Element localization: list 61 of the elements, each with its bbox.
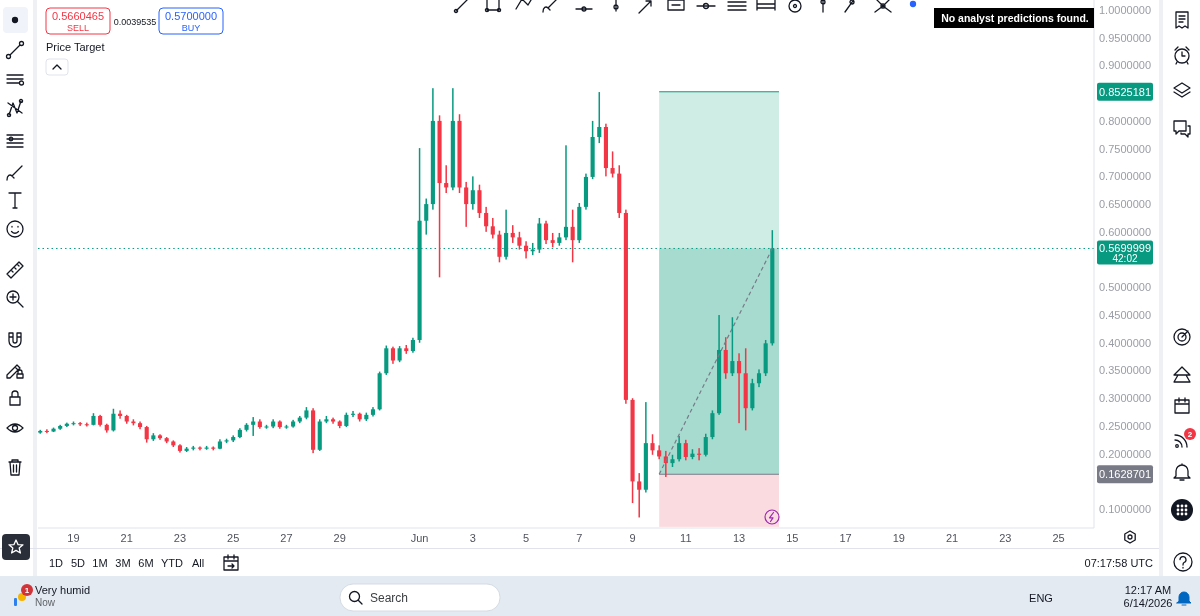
y-tick-label: 1.0000000 <box>1099 3 1151 16</box>
y-tick-label: 0.3500000 <box>1099 364 1151 377</box>
candlestick <box>563 145 569 241</box>
text: Very humid <box>35 584 91 596</box>
annotation: 0.5700000 <box>165 10 217 22</box>
annotation: SELL <box>66 22 90 33</box>
text: Now <box>35 597 56 608</box>
y-tick-label: 0.4500000 <box>1099 309 1151 322</box>
x-tick-label: 21 <box>945 532 959 544</box>
annotation: No analyst predictions found. <box>941 12 1089 24</box>
y-tick-label: 0.6500000 <box>1099 198 1151 211</box>
x-tick-label: 17 <box>839 532 852 544</box>
x-tick-label: 19 <box>892 532 905 544</box>
text: 5D <box>70 557 86 569</box>
text: ENG <box>1029 592 1053 604</box>
annotation: 0.0039535 <box>113 17 157 27</box>
annotation: 0.5660465 <box>52 10 104 22</box>
x-tick-label: 11 <box>680 532 692 544</box>
x-tick-label: 27 <box>280 532 293 544</box>
annotation: Price Target <box>46 41 105 53</box>
text: Search <box>370 591 409 605</box>
ref-line-label: 0.5699999 <box>1099 242 1151 255</box>
y-tick-label: 0.6000000 <box>1099 225 1151 238</box>
y-tick-label: 0.2500000 <box>1099 419 1151 432</box>
text: 6M <box>138 557 154 569</box>
x-tick-label: 9 <box>629 532 636 544</box>
x-tick-label: 5 <box>523 532 530 544</box>
text: 3M <box>115 557 131 569</box>
y-tick-label: 0.2000000 <box>1099 447 1151 460</box>
y-tick-label: 0.3000000 <box>1099 392 1151 405</box>
y-tick-label: 0.9000000 <box>1099 59 1151 72</box>
candlestick <box>44 429 49 434</box>
text: 1M <box>92 557 108 569</box>
x-tick-label: 25 <box>227 532 240 544</box>
y-tick-label: 0.8000000 <box>1099 114 1151 127</box>
text: 1D <box>48 557 64 569</box>
x-tick-label: 23 <box>173 532 187 544</box>
text: YTD <box>161 557 184 569</box>
x-tick-label: 19 <box>67 532 80 544</box>
annotation: BUY <box>181 22 201 33</box>
x-tick-label: 3 <box>469 532 476 544</box>
y-tick-label: 0.7000000 <box>1099 170 1151 183</box>
text: 42:02 <box>1112 253 1138 265</box>
text: All <box>191 557 205 569</box>
x-tick-label: 13 <box>732 532 746 544</box>
x-tick-label: 15 <box>786 532 799 544</box>
text: 07:17:58 UTC <box>1084 557 1154 569</box>
x-tick-label: 7 <box>576 532 583 544</box>
text: 6/14/2026 <box>1123 597 1173 609</box>
x-tick-label: 25 <box>1052 532 1065 544</box>
x-tick-label: 21 <box>120 532 133 544</box>
x-tick-label: Jun <box>410 532 429 544</box>
y-tick-label: 0.7500000 <box>1099 142 1151 155</box>
x-tick-label: 23 <box>999 532 1012 544</box>
text: 12:17 AM <box>1124 584 1172 596</box>
x-tick-label: 29 <box>333 532 346 544</box>
y-tick-label: 0.1000000 <box>1099 503 1151 516</box>
candlestick <box>84 422 89 427</box>
y-tick-label: 0.9500000 <box>1099 31 1151 44</box>
y-tick-label: 0.5000000 <box>1099 281 1151 294</box>
y-tick-label: 0.4000000 <box>1099 336 1151 349</box>
